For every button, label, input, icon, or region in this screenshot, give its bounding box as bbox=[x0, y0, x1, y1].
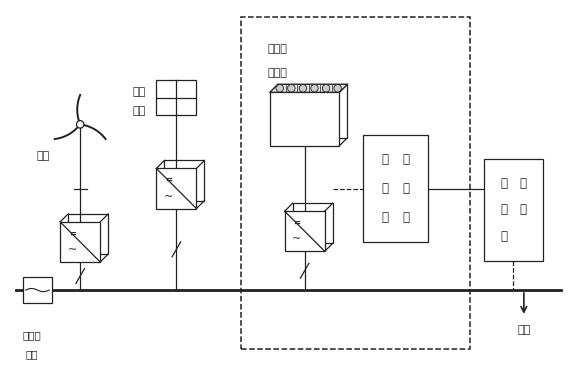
Text: =: = bbox=[69, 230, 76, 238]
Polygon shape bbox=[23, 277, 52, 303]
Polygon shape bbox=[285, 211, 325, 251]
Text: 光伏: 光伏 bbox=[132, 87, 146, 97]
Text: 装: 装 bbox=[382, 211, 388, 224]
Text: 磷酸铁: 磷酸铁 bbox=[268, 44, 287, 54]
Polygon shape bbox=[484, 159, 543, 261]
Text: 置: 置 bbox=[403, 211, 410, 224]
Text: 器: 器 bbox=[500, 230, 507, 243]
Polygon shape bbox=[156, 80, 196, 115]
Circle shape bbox=[299, 84, 307, 92]
Text: 公共接: 公共接 bbox=[23, 330, 41, 340]
Text: 控: 控 bbox=[382, 182, 388, 195]
Text: 锂电池: 锂电池 bbox=[268, 68, 287, 78]
Text: ~: ~ bbox=[163, 192, 173, 202]
Text: 储: 储 bbox=[382, 153, 388, 166]
Text: ~: ~ bbox=[292, 234, 301, 244]
Text: 风机: 风机 bbox=[36, 152, 49, 161]
Circle shape bbox=[288, 84, 295, 92]
Text: 央: 央 bbox=[519, 177, 526, 190]
Text: 负荷: 负荷 bbox=[517, 325, 530, 335]
Circle shape bbox=[322, 84, 330, 92]
Circle shape bbox=[76, 121, 84, 128]
Text: 能: 能 bbox=[403, 153, 410, 166]
Text: =: = bbox=[165, 176, 172, 185]
Text: 入点: 入点 bbox=[26, 349, 38, 359]
Text: =: = bbox=[293, 219, 300, 228]
Circle shape bbox=[334, 84, 342, 92]
Polygon shape bbox=[156, 169, 196, 208]
Text: 制: 制 bbox=[403, 182, 410, 195]
Polygon shape bbox=[60, 222, 100, 262]
Text: 中: 中 bbox=[500, 177, 507, 190]
Text: 制: 制 bbox=[519, 203, 526, 216]
Text: ~: ~ bbox=[68, 245, 77, 255]
Text: 阵列: 阵列 bbox=[132, 106, 146, 116]
Text: 控: 控 bbox=[500, 203, 507, 216]
Circle shape bbox=[310, 84, 318, 92]
Polygon shape bbox=[270, 84, 348, 92]
Polygon shape bbox=[270, 92, 339, 146]
Circle shape bbox=[276, 84, 283, 92]
Polygon shape bbox=[363, 135, 427, 242]
